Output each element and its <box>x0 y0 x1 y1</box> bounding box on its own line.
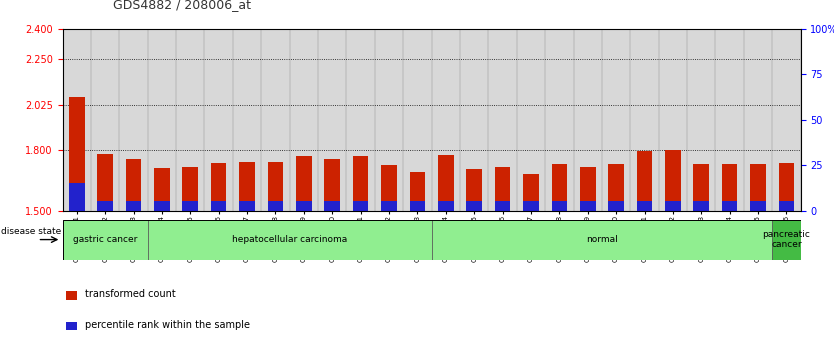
Bar <box>296 201 312 211</box>
Bar <box>551 164 567 211</box>
Bar <box>722 201 737 211</box>
Text: pancreatic
cancer: pancreatic cancer <box>762 230 811 249</box>
Bar <box>211 163 227 211</box>
Bar <box>211 201 227 211</box>
Bar <box>751 164 766 211</box>
Bar <box>466 201 482 211</box>
Bar <box>148 220 432 260</box>
Bar <box>98 201 113 211</box>
Bar <box>665 150 681 211</box>
Bar <box>268 162 284 211</box>
Bar <box>432 220 772 260</box>
Text: normal: normal <box>586 235 618 244</box>
Text: transformed count: transformed count <box>85 289 175 299</box>
Bar <box>751 201 766 211</box>
Bar <box>722 164 737 211</box>
Bar <box>154 201 169 211</box>
Bar <box>409 201 425 211</box>
Text: hepatocellular carcinoma: hepatocellular carcinoma <box>232 235 347 244</box>
Bar <box>772 220 801 260</box>
Bar <box>324 159 340 211</box>
Bar <box>183 201 198 211</box>
Bar <box>779 201 794 211</box>
Bar <box>580 201 595 211</box>
Bar <box>608 164 624 211</box>
Bar <box>466 169 482 211</box>
Bar <box>353 156 369 211</box>
Bar <box>495 201 510 211</box>
Bar <box>523 201 539 211</box>
Bar <box>409 172 425 211</box>
Bar <box>381 201 397 211</box>
Text: disease state: disease state <box>1 227 62 236</box>
Bar <box>66 291 78 300</box>
Bar <box>694 201 709 211</box>
Bar <box>239 201 255 211</box>
Bar <box>98 154 113 211</box>
Text: GDS4882 / 208006_at: GDS4882 / 208006_at <box>113 0 250 11</box>
Bar <box>63 220 148 260</box>
Bar <box>438 201 454 211</box>
Bar <box>69 97 84 211</box>
Bar <box>239 162 255 211</box>
Bar <box>353 201 369 211</box>
Bar <box>495 167 510 211</box>
Bar <box>296 156 312 211</box>
Bar <box>608 201 624 211</box>
Bar <box>551 201 567 211</box>
Bar <box>636 151 652 211</box>
Bar <box>183 167 198 211</box>
Bar <box>126 201 141 211</box>
Bar <box>665 201 681 211</box>
Bar <box>126 159 141 211</box>
Bar <box>381 165 397 211</box>
Text: percentile rank within the sample: percentile rank within the sample <box>85 319 249 330</box>
Bar <box>580 167 595 211</box>
Bar <box>69 183 84 211</box>
Bar <box>523 174 539 211</box>
Bar <box>636 201 652 211</box>
Bar <box>779 163 794 211</box>
Text: gastric cancer: gastric cancer <box>73 235 138 244</box>
Bar <box>438 155 454 211</box>
Bar <box>154 168 169 211</box>
Bar <box>268 201 284 211</box>
Bar <box>66 322 78 330</box>
Bar <box>694 164 709 211</box>
Bar <box>324 201 340 211</box>
